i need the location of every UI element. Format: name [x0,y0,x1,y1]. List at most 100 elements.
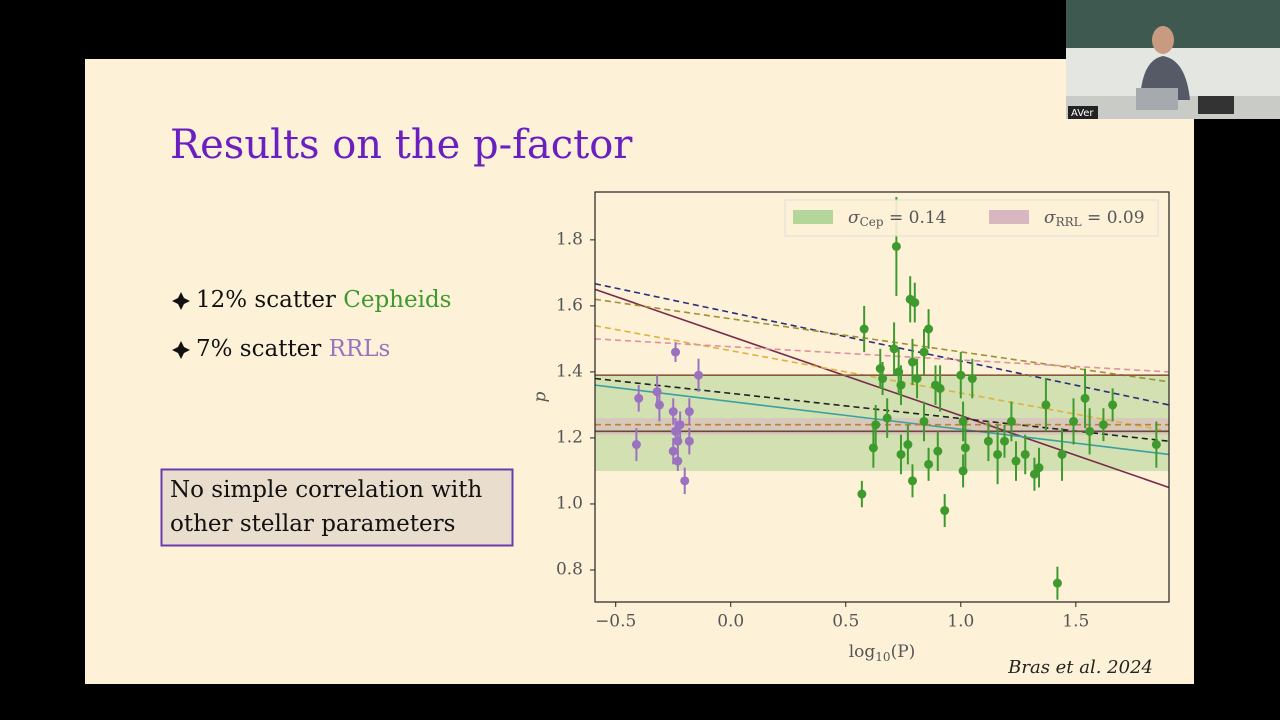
point [958,416,968,426]
point [958,466,968,476]
point [910,298,920,308]
x-axis-label: log10(P) [849,642,916,664]
callout-text: No simple correlation with [170,477,483,503]
point [1020,449,1030,459]
point [654,400,664,410]
bullet-star [172,292,190,310]
point [1052,578,1062,588]
point [1069,416,1079,426]
point [694,370,704,380]
x-tick-label: 0.0 [717,612,744,632]
point [940,506,950,516]
point [967,374,977,384]
point [680,476,690,486]
point [933,446,943,456]
callout-box [160,468,514,547]
y-tick-label: 1.2 [556,427,583,447]
point [684,407,694,417]
callout-text: other stellar parameters [170,511,455,537]
point [919,416,929,426]
point [631,440,641,450]
point [1108,400,1118,410]
legend-swatch [793,210,833,224]
point [871,420,881,430]
person-head [1152,26,1174,54]
point [684,436,694,446]
point [1041,400,1051,410]
legend-label: σCep = 0.14 [848,208,946,229]
point [878,374,888,384]
legend-swatch [989,210,1029,224]
x-label-sub: 10 [875,650,890,664]
y-tick-label: 0.8 [556,559,583,579]
x-tick-label: 0.5 [832,612,859,632]
bullet-highlight: RRLs [329,336,391,362]
point [924,324,934,334]
point [993,449,1003,459]
x-tick-label: −0.5 [595,612,636,632]
legend-box [784,199,1159,237]
point [1034,463,1044,473]
camera-thumbnail: AVer [1066,0,1280,119]
point [1098,420,1108,430]
point [673,456,683,466]
bullet-text: 12% scatter [196,287,343,313]
legend-label: σRRL = 0.09 [1044,208,1145,229]
point [668,446,678,456]
bullet-text: 7% scatter [196,336,329,362]
plot-frame [594,191,1170,603]
y-tick-label: 1.8 [556,229,583,249]
y-tick-label: 1.4 [556,361,583,381]
point [868,443,878,453]
point [1029,469,1039,479]
point [1000,436,1010,446]
y-tick-label: 1.6 [556,295,583,315]
legend-value: = 0.09 [1082,208,1145,228]
point [907,476,917,486]
point [956,370,966,380]
fit-line [594,338,1170,373]
label-bg [1068,106,1098,119]
bullet: 12% scatter Cepheids [196,287,451,313]
fit-line [594,298,1170,383]
legend-sub: Cep [860,215,884,229]
point [912,374,922,384]
point [673,436,683,446]
point [1057,449,1067,459]
legend-sub: RRL [1056,215,1082,229]
point [983,436,993,446]
fit-line [594,282,1170,406]
point [675,420,685,430]
bullet-star [172,341,190,359]
point [891,241,901,251]
point [924,459,934,469]
x-tick-label: 1.5 [1062,612,1089,632]
chart: −0.5 0.0 0.5 1.0 1.5 0.8 1.0 1.2 1.4 1.6 1.8 log10(… [531,191,1170,664]
point [896,380,906,390]
point [919,347,929,357]
point [668,407,678,417]
point [889,344,899,354]
legend-symbol: σ [848,208,860,228]
point [1011,456,1021,466]
legend-value: = 0.14 [884,208,947,228]
x-label-rest: (P) [891,642,916,662]
point [1006,416,1016,426]
point [671,347,681,357]
point [1085,426,1095,436]
point [634,393,644,403]
slide-title: Results on the p-factor [170,122,633,168]
source: Bras et al. 2024 [1007,657,1153,678]
point [907,357,917,367]
y-axis-label: p [531,391,551,402]
bullet-highlight: Cepheids [343,287,451,313]
point [882,413,892,423]
legend-symbol: σ [1044,208,1056,228]
camera-label: AVer [1071,108,1094,119]
point [896,449,906,459]
point [1080,393,1090,403]
x-tick-label: 1.0 [947,612,974,632]
point [1151,440,1161,450]
laptop [1136,88,1178,110]
